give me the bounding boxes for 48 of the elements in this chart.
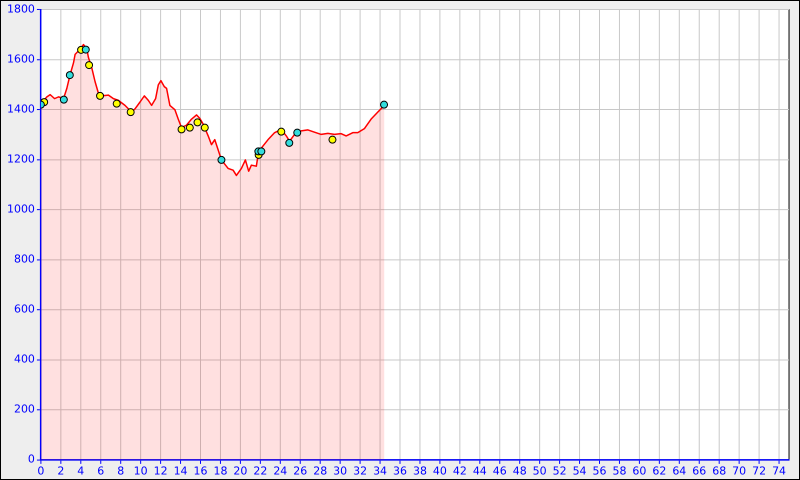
y-tick-label: 400 bbox=[14, 352, 35, 366]
x-tick-label: 22 bbox=[253, 464, 268, 478]
x-tick-label: 0 bbox=[37, 464, 44, 478]
y-tick-label: 1600 bbox=[7, 52, 35, 66]
x-tick-label: 30 bbox=[333, 464, 348, 478]
x-tick-label: 26 bbox=[293, 464, 308, 478]
x-tick-label: 52 bbox=[552, 464, 567, 478]
y-tick-label: 1800 bbox=[7, 2, 35, 16]
x-tick-label: 16 bbox=[194, 464, 208, 478]
x-tick-label: 18 bbox=[213, 464, 228, 478]
x-tick-label: 50 bbox=[532, 464, 547, 478]
x-tick-label: 58 bbox=[612, 464, 626, 478]
x-tick-label: 10 bbox=[134, 464, 148, 478]
x-tick-label: 54 bbox=[572, 464, 587, 478]
x-tick-label: 28 bbox=[313, 464, 328, 478]
x-tick-label: 32 bbox=[353, 464, 368, 478]
x-tick-label: 8 bbox=[117, 464, 124, 478]
x-tick-label: 20 bbox=[233, 464, 248, 478]
y-tick-label: 0 bbox=[28, 452, 35, 466]
y-tick-label: 1400 bbox=[7, 102, 35, 116]
y-tick-label: 1000 bbox=[7, 202, 35, 216]
x-tick-label: 24 bbox=[273, 464, 288, 478]
x-tick-label: 66 bbox=[692, 464, 706, 478]
y-tick-label: 600 bbox=[14, 302, 35, 316]
x-tick-label: 12 bbox=[154, 464, 168, 478]
y-tick-label: 1200 bbox=[7, 152, 35, 166]
x-tick-label: 40 bbox=[432, 464, 447, 478]
x-tick-label: 14 bbox=[174, 464, 188, 478]
x-tick-label: 74 bbox=[772, 464, 786, 478]
x-tick-label: 36 bbox=[393, 464, 408, 478]
x-tick-label: 70 bbox=[732, 464, 746, 478]
x-tick-label: 72 bbox=[752, 464, 766, 478]
x-tick-label: 38 bbox=[412, 464, 427, 478]
x-tick-label: 42 bbox=[452, 464, 467, 478]
x-tick-label: 44 bbox=[472, 464, 487, 478]
x-tick-label: 62 bbox=[652, 464, 666, 478]
x-tick-label: 64 bbox=[672, 464, 686, 478]
x-tick-label: 60 bbox=[632, 464, 646, 478]
x-tick-label: 4 bbox=[77, 464, 84, 478]
x-tick-label: 2 bbox=[57, 464, 64, 478]
x-tick-label: 34 bbox=[373, 464, 388, 478]
y-tick-label: 800 bbox=[14, 252, 35, 266]
x-tick-label: 68 bbox=[712, 464, 726, 478]
x-tick-label: 6 bbox=[97, 464, 104, 478]
y-tick-label: 200 bbox=[14, 402, 35, 416]
x-tick-label: 56 bbox=[592, 464, 607, 478]
x-tick-label: 48 bbox=[512, 464, 527, 478]
x-tick-label: 46 bbox=[492, 464, 507, 478]
